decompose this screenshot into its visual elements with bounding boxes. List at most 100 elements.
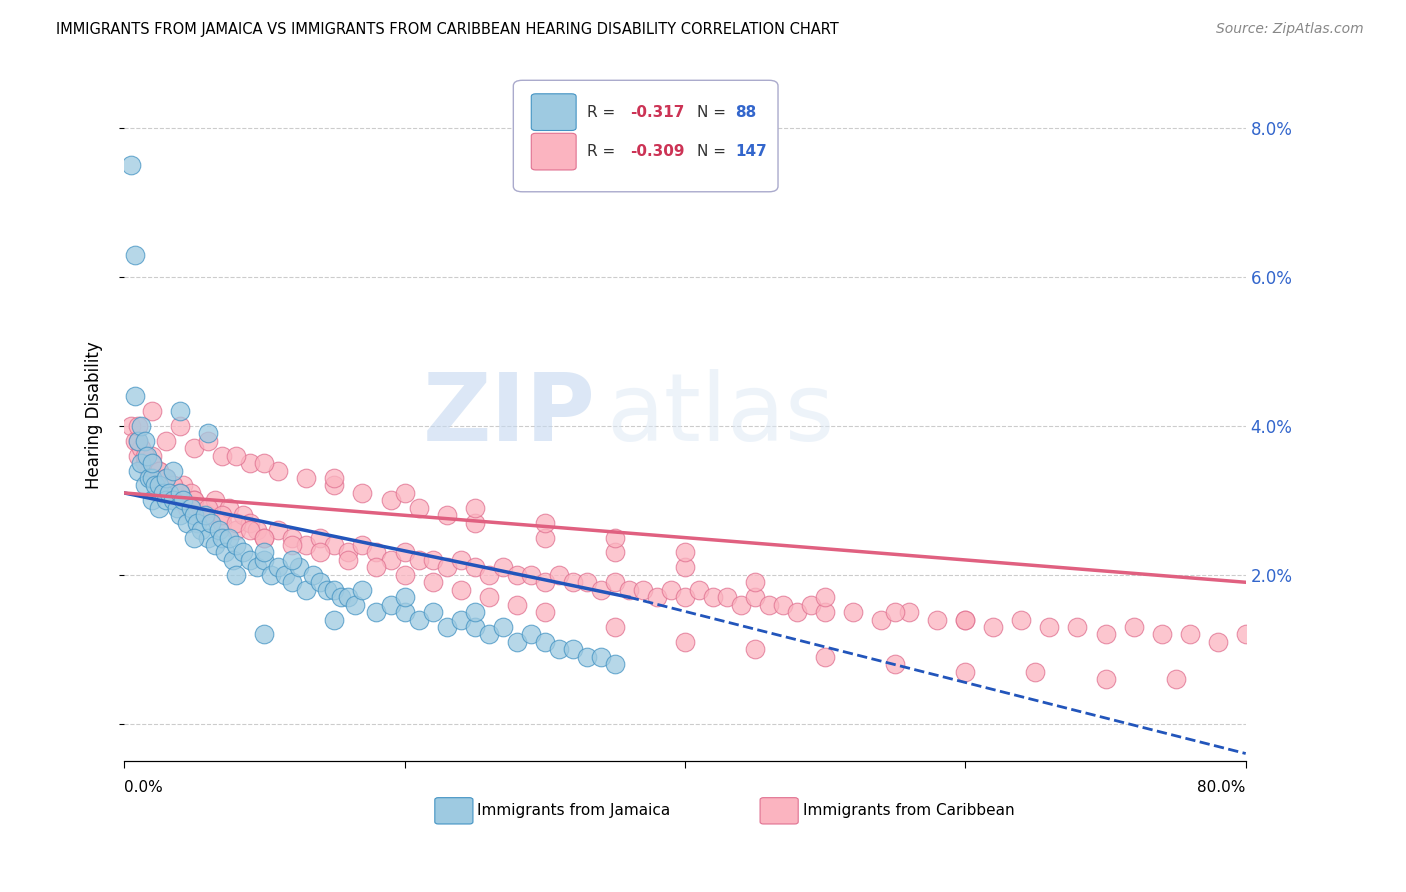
Point — [124, 247, 146, 261]
Point — [814, 590, 837, 604]
Point — [730, 598, 752, 612]
Point — [380, 493, 402, 508]
Point — [166, 500, 188, 515]
Point — [898, 605, 921, 619]
Point — [288, 560, 311, 574]
Point — [253, 456, 276, 470]
Point — [183, 493, 205, 508]
Point — [323, 613, 346, 627]
Point — [225, 523, 247, 537]
Point — [1164, 672, 1187, 686]
Text: atlas: atlas — [606, 368, 835, 461]
Point — [478, 590, 501, 604]
Point — [422, 575, 444, 590]
Point — [295, 471, 318, 485]
Point — [1024, 665, 1046, 679]
Point — [309, 575, 332, 590]
Point — [127, 449, 149, 463]
Point — [617, 582, 640, 597]
Point — [814, 649, 837, 664]
Point — [134, 434, 156, 448]
Point — [673, 545, 696, 559]
FancyBboxPatch shape — [513, 80, 778, 192]
Point — [120, 418, 142, 433]
Point — [148, 478, 170, 492]
Point — [127, 418, 149, 433]
Point — [155, 471, 177, 485]
Point — [323, 471, 346, 485]
Point — [408, 553, 430, 567]
Point — [842, 605, 865, 619]
Point — [225, 538, 247, 552]
Point — [492, 560, 515, 574]
Point — [214, 545, 236, 559]
Point — [1122, 620, 1144, 634]
Point — [1094, 627, 1116, 641]
Point — [162, 478, 184, 492]
Point — [505, 635, 527, 649]
Text: IMMIGRANTS FROM JAMAICA VS IMMIGRANTS FROM CARIBBEAN HEARING DISABILITY CORRELAT: IMMIGRANTS FROM JAMAICA VS IMMIGRANTS FR… — [56, 22, 839, 37]
Point — [253, 627, 276, 641]
Point — [120, 158, 142, 172]
Point — [253, 531, 276, 545]
Point — [172, 493, 194, 508]
Point — [274, 567, 297, 582]
FancyBboxPatch shape — [531, 133, 576, 170]
Point — [352, 486, 374, 500]
Point — [394, 486, 416, 500]
Text: N =: N = — [697, 145, 731, 159]
Point — [492, 620, 515, 634]
Point — [157, 486, 180, 500]
Point — [197, 508, 219, 523]
Point — [716, 590, 738, 604]
Point — [169, 486, 191, 500]
Text: R =: R = — [588, 145, 620, 159]
Point — [218, 531, 240, 545]
Point — [134, 456, 156, 470]
Point — [267, 560, 290, 574]
Point — [673, 635, 696, 649]
Point — [127, 464, 149, 478]
FancyBboxPatch shape — [761, 797, 799, 824]
Point — [281, 553, 304, 567]
Point — [464, 516, 486, 530]
Point — [955, 613, 977, 627]
Point — [190, 500, 212, 515]
Point — [211, 449, 233, 463]
Point — [218, 500, 240, 515]
Point — [758, 598, 780, 612]
Text: 88: 88 — [735, 104, 756, 120]
Point — [323, 538, 346, 552]
Point — [169, 404, 191, 418]
Point — [1010, 613, 1032, 627]
Point — [127, 434, 149, 448]
Point — [302, 567, 325, 582]
Point — [603, 620, 626, 634]
Point — [408, 613, 430, 627]
Point — [208, 523, 231, 537]
Point — [197, 500, 219, 515]
Text: 80.0%: 80.0% — [1198, 780, 1246, 795]
Point — [589, 649, 612, 664]
Point — [659, 582, 682, 597]
Point — [183, 493, 205, 508]
Point — [309, 531, 332, 545]
Point — [148, 500, 170, 515]
Point — [157, 486, 180, 500]
Point — [744, 642, 766, 657]
Text: 147: 147 — [735, 145, 768, 159]
Point — [295, 538, 318, 552]
Point — [155, 471, 177, 485]
Point — [169, 508, 191, 523]
Point — [1150, 627, 1173, 641]
Point — [169, 493, 191, 508]
Point — [134, 449, 156, 463]
Point — [380, 553, 402, 567]
Point — [645, 590, 668, 604]
Point — [152, 478, 174, 492]
Text: -0.317: -0.317 — [630, 104, 685, 120]
Point — [169, 418, 191, 433]
Point — [575, 575, 598, 590]
Text: N =: N = — [697, 104, 731, 120]
Point — [464, 605, 486, 619]
